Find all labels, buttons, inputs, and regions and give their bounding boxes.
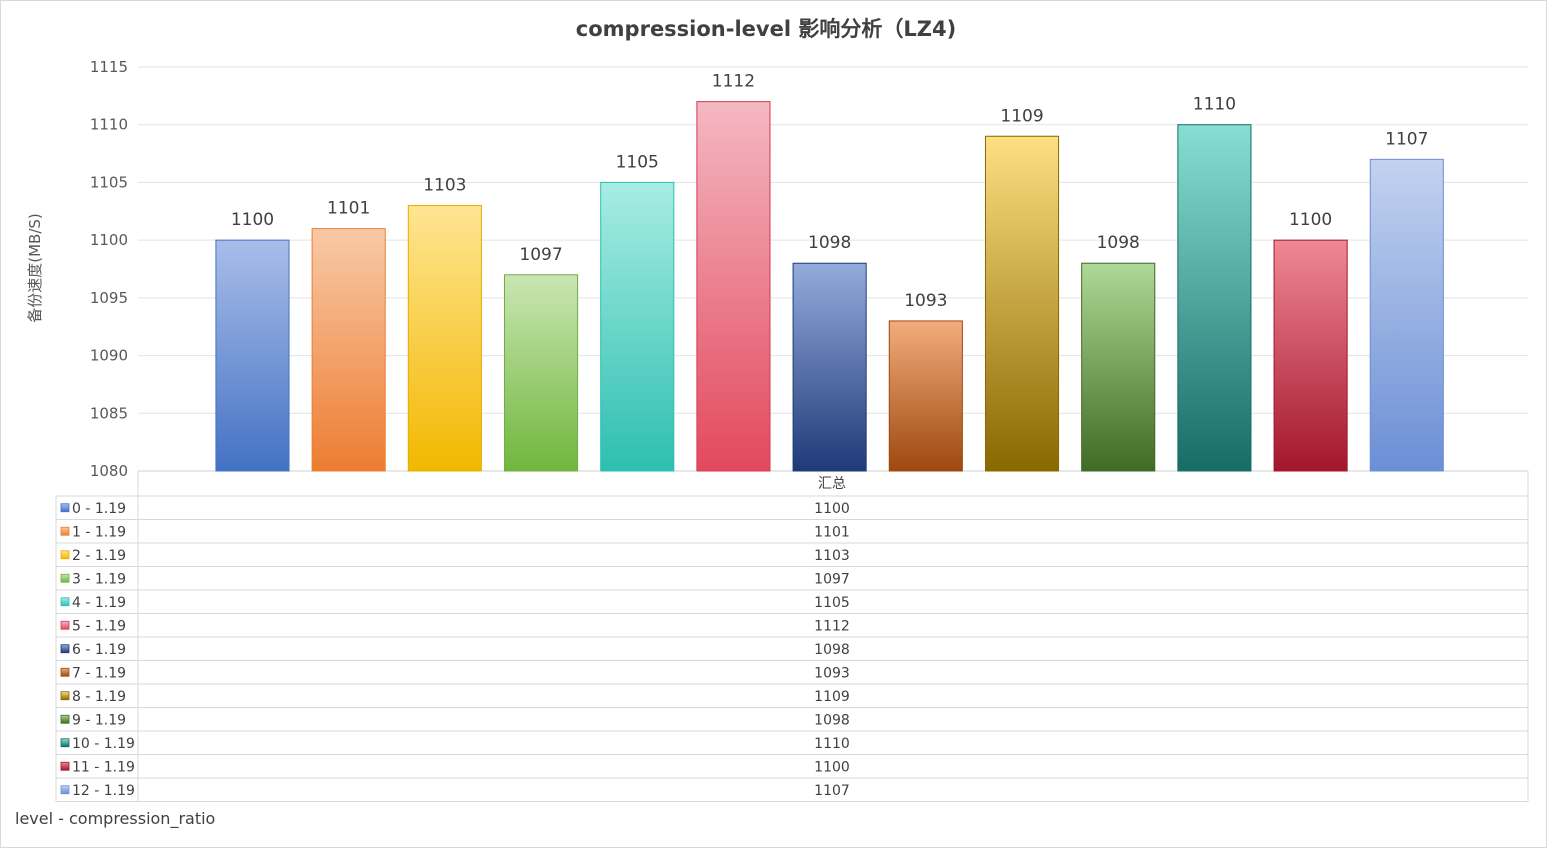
- data-labels: 1100 1101 1103 1097 1105 1112 1098 1093 1109 1098…: [231, 72, 1429, 311]
- legend-swatch: [60, 714, 70, 724]
- legend-swatch: [60, 573, 70, 583]
- y-tick-label: 1080: [90, 462, 128, 480]
- table-row-value: 1107: [814, 783, 850, 799]
- table-row-label: 2 - 1.19: [72, 548, 126, 564]
- legend-swatch: [60, 785, 70, 795]
- table-row-value: 1098: [814, 642, 850, 658]
- bar-7: [888, 320, 963, 472]
- table-row-value: 1097: [814, 571, 850, 587]
- bar-3: [503, 274, 579, 472]
- y-tick-label: 1105: [90, 173, 128, 191]
- table-row-label: 5 - 1.19: [72, 618, 126, 634]
- bar-11: [1273, 239, 1348, 472]
- table-row-label: 9 - 1.19: [72, 712, 126, 728]
- bar-8: [984, 135, 1060, 472]
- legend-swatch: [60, 597, 70, 607]
- data-label: 1098: [1097, 233, 1140, 253]
- legend-swatch: [60, 550, 70, 560]
- table-row-value: 1105: [814, 595, 850, 611]
- bar-0: [215, 239, 290, 472]
- data-label: 1093: [904, 291, 947, 311]
- table-row-label: 7 - 1.19: [72, 665, 126, 681]
- table-row-value: 1109: [814, 689, 850, 705]
- table-row-value: 1098: [814, 712, 850, 728]
- table-row-value: 1103: [814, 548, 850, 564]
- table-row-value: 1093: [814, 665, 850, 681]
- table-row-label: 10 - 1.19: [72, 736, 135, 752]
- table-row-label: 3 - 1.19: [72, 571, 126, 587]
- bar-4: [600, 181, 675, 472]
- table-row-label: 6 - 1.19: [72, 642, 126, 658]
- y-tick-label: 1110: [90, 116, 128, 134]
- bar-2: [407, 205, 482, 472]
- legend-swatch: [60, 503, 70, 513]
- legend-swatch: [60, 761, 70, 771]
- table-row-value: 1100: [814, 759, 850, 775]
- bar-12: [1369, 158, 1444, 472]
- table-row-value: 1112: [814, 618, 850, 634]
- bar-1: [311, 228, 386, 472]
- data-label: 1100: [231, 210, 274, 230]
- table-row-value: 1100: [814, 501, 850, 517]
- bar-5: [696, 101, 771, 472]
- legend-swatch: [60, 691, 70, 701]
- bar-6: [792, 262, 867, 472]
- data-label: 1109: [1000, 106, 1043, 126]
- legend-swatch: [60, 526, 70, 536]
- y-axis-ticks: 1080 1085 1090 1095 1100 1105 1110 1115: [90, 58, 128, 480]
- y-tick-label: 1090: [90, 347, 128, 365]
- bar-10: [1177, 124, 1252, 472]
- data-label: 1101: [327, 199, 370, 219]
- data-label: 1110: [1193, 95, 1236, 115]
- table-row-label: 0 - 1.19: [72, 501, 126, 517]
- table-row-label: 8 - 1.19: [72, 689, 126, 705]
- table-row-label: 1 - 1.19: [72, 524, 126, 540]
- y-tick-label: 1095: [90, 289, 128, 307]
- bars: [215, 101, 1444, 472]
- legend-swatch: [60, 644, 70, 654]
- table-row-value: 1110: [814, 736, 850, 752]
- legend-swatch: [60, 620, 70, 630]
- y-tick-label: 1115: [90, 58, 128, 76]
- data-label: 1100: [1289, 210, 1332, 230]
- data-label: 1103: [423, 176, 466, 196]
- table-row-label: 12 - 1.19: [72, 783, 135, 799]
- data-label: 1107: [1385, 129, 1428, 149]
- legend-swatch: [60, 667, 70, 677]
- data-label: 1097: [519, 245, 562, 265]
- data-label: 1098: [808, 233, 851, 253]
- data-label: 1112: [712, 72, 755, 92]
- chart-title: compression-level 影响分析（LZ4): [576, 17, 956, 41]
- y-tick-label: 1085: [90, 404, 128, 422]
- data-table: 汇总 0 - 1.19 1100 1 - 1.19 1101 2 - 1.19 1103 3…: [55, 471, 1529, 802]
- y-tick-label: 1100: [90, 231, 128, 249]
- table-row-value: 1101: [814, 524, 850, 540]
- y-axis-label: 备份速度(MB/S): [26, 213, 44, 323]
- table-header-category: 汇总: [818, 476, 846, 492]
- legend-swatch: [60, 738, 70, 748]
- x-axis-label: level - compression_ratio: [15, 809, 215, 829]
- bar-9: [1081, 262, 1156, 472]
- table-row-label: 4 - 1.19: [72, 595, 126, 611]
- table-row-label: 11 - 1.19: [72, 759, 135, 775]
- data-label: 1105: [616, 152, 659, 172]
